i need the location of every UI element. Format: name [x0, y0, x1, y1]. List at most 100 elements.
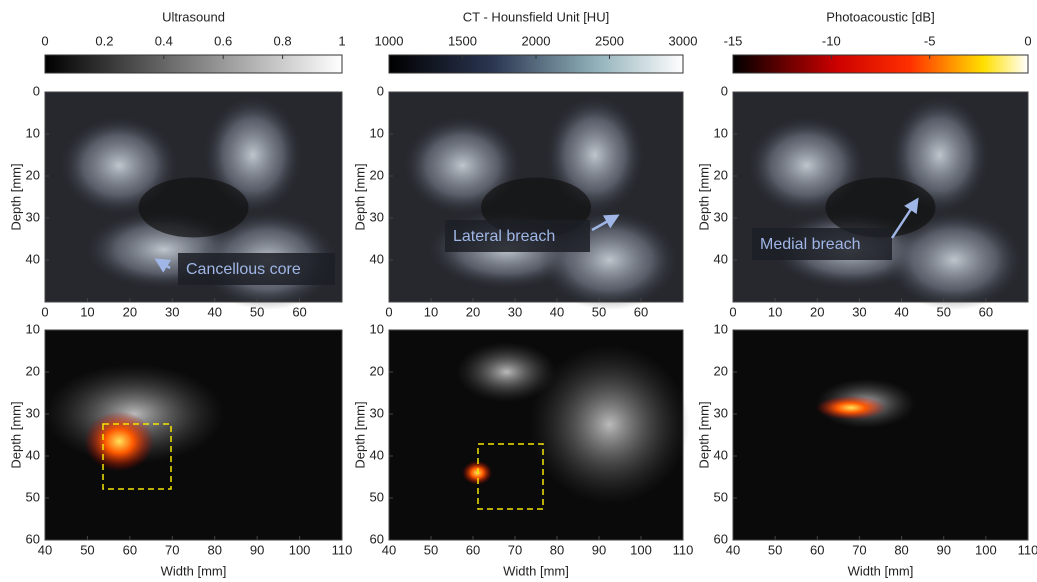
x-tick-label: 0	[41, 304, 48, 319]
annotation: Medial breach	[760, 236, 861, 253]
x-tick-label: 60	[123, 542, 137, 557]
y-tick-label: 50	[714, 489, 728, 504]
pa-signal	[84, 411, 154, 471]
y-axis-label: Depth [mm]	[8, 401, 23, 468]
y-tick-label: 0	[377, 83, 384, 98]
annotation: Lateral breach	[453, 228, 555, 245]
colorbar-tick-label: 3000	[669, 33, 698, 48]
colorbar-tick-label: 2000	[522, 33, 551, 48]
y-axis-label: Depth [mm]	[352, 163, 367, 230]
x-tick-label: 70	[508, 542, 522, 557]
colorbar-tick-label: 2500	[595, 33, 624, 48]
x-tick-label: 110	[1018, 542, 1037, 557]
y-tick-label: 40	[370, 251, 384, 266]
x-tick-label: 10	[80, 304, 94, 319]
x-tick-label: 30	[165, 304, 179, 319]
colorbar-tick-label: 0.4	[155, 33, 173, 48]
x-tick-label: 70	[165, 542, 179, 557]
x-tick-label: 60	[634, 304, 648, 319]
y-tick-label: 30	[370, 209, 384, 224]
x-tick-label: 0	[385, 304, 392, 319]
x-tick-label: 10	[768, 304, 782, 319]
x-tick-label: 60	[979, 304, 993, 319]
panel: 0 10 20 30 40 50 60 0 10 20 30 40 Depth [mm] Lateral …	[352, 83, 683, 319]
x-tick-label: 90	[592, 542, 606, 557]
x-tick-label: 30	[852, 304, 866, 319]
y-tick-label: 60	[714, 531, 728, 546]
y-axis-label: Depth [mm]	[8, 163, 23, 230]
y-tick-label: 20	[714, 363, 728, 378]
x-tick-label: 70	[852, 542, 866, 557]
y-tick-label: 20	[370, 167, 384, 182]
colorbar-tick-label: 0.6	[214, 33, 232, 48]
colorbar-tick-label: 1500	[448, 33, 477, 48]
x-tick-label: 60	[292, 304, 306, 319]
x-tick-label: 40	[207, 304, 221, 319]
y-tick-label: 40	[370, 447, 384, 462]
y-tick-label: 30	[26, 405, 40, 420]
x-tick-label: 40	[894, 304, 908, 319]
x-tick-label: 60	[810, 542, 824, 557]
y-tick-label: 20	[714, 167, 728, 182]
x-tick-label: 40	[550, 304, 564, 319]
x-tick-label: 100	[630, 542, 652, 557]
colorbar-tick-label: -15	[724, 33, 743, 48]
y-tick-label: 40	[714, 447, 728, 462]
pa-signal	[462, 461, 492, 485]
echo	[457, 342, 557, 402]
y-tick-label: 10	[714, 125, 728, 140]
x-tick-label: 0	[729, 304, 736, 319]
colorbar-title: CT - Hounsfield Unit [HU]	[463, 9, 609, 24]
x-tick-label: 50	[936, 304, 950, 319]
y-tick-label: 0	[721, 83, 728, 98]
x-tick-label: 80	[550, 542, 564, 557]
x-tick-label: 100	[975, 542, 997, 557]
figure: Ultrasound00.20.40.60.81CT - Hounsfield …	[0, 0, 1037, 582]
y-tick-label: 30	[370, 405, 384, 420]
x-tick-label: 60	[466, 542, 480, 557]
y-axis-label: Depth [mm]	[352, 401, 367, 468]
canal	[139, 178, 249, 238]
y-tick-label: 10	[26, 125, 40, 140]
y-tick-label: 50	[370, 489, 384, 504]
x-tick-label: 80	[207, 542, 221, 557]
y-tick-label: 60	[26, 531, 40, 546]
colorbar-title: Photoacoustic [dB]	[826, 9, 934, 24]
x-tick-label: 20	[810, 304, 824, 319]
y-tick-label: 10	[26, 321, 40, 336]
y-tick-label: 20	[370, 363, 384, 378]
x-tick-label: 110	[673, 542, 694, 557]
y-tick-label: 20	[26, 167, 40, 182]
x-tick-label: 20	[466, 304, 480, 319]
y-tick-label: 60	[370, 531, 384, 546]
x-tick-label: 10	[424, 304, 438, 319]
y-axis-label: Depth [mm]	[696, 401, 711, 468]
y-tick-label: 0	[33, 83, 40, 98]
x-tick-label: 100	[289, 542, 311, 557]
x-tick-label: 90	[250, 542, 264, 557]
colorbar-tick-label: 0.2	[95, 33, 113, 48]
x-tick-label: 50	[592, 304, 606, 319]
x-tick-label: 50	[424, 542, 438, 557]
colorbar-title: Ultrasound	[162, 9, 225, 24]
y-tick-label: 40	[26, 251, 40, 266]
y-tick-label: 30	[714, 405, 728, 420]
colorbar	[45, 55, 342, 73]
y-tick-label: 40	[714, 251, 728, 266]
annotation: Cancellous core	[186, 261, 301, 278]
y-axis-label: Depth [mm]	[696, 163, 711, 230]
x-tick-label: 50	[250, 304, 264, 319]
x-tick-label: 30	[508, 304, 522, 319]
colorbar-tick-label: 1000	[375, 33, 404, 48]
colorbar-tick-label: -10	[822, 33, 841, 48]
colorbar-tick-label: -5	[924, 33, 936, 48]
y-tick-label: 10	[370, 125, 384, 140]
colorbar	[733, 55, 1028, 73]
y-tick-label: 10	[714, 321, 728, 336]
x-tick-label: 50	[768, 542, 782, 557]
x-tick-label: 80	[894, 542, 908, 557]
